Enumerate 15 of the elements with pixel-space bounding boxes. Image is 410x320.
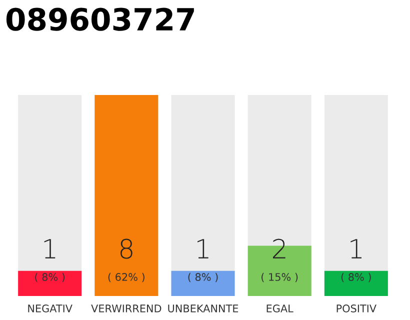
x-tick-label: EGAL: [266, 304, 294, 312]
data-label: 1: [44, 239, 56, 258]
annotation: ( 8% ): [188, 272, 218, 282]
annotation: ( 15% ): [262, 272, 298, 282]
annotation: ( 62% ): [108, 272, 144, 282]
x-tick-label: VERWIRREND: [91, 304, 162, 312]
x-tick-label: NEGATIV: [28, 304, 72, 312]
chart-title: 089603727: [6, 8, 194, 31]
data-label: 1: [198, 239, 208, 258]
x-tick-label: UNBEKANNTE: [168, 304, 238, 312]
x-tick-label: POSITIV: [336, 304, 376, 312]
annotation: ( 8% ): [35, 272, 65, 282]
annotation: ( 8% ): [341, 272, 371, 282]
data-label: 8: [120, 238, 132, 259]
data-label: 1: [350, 239, 362, 258]
